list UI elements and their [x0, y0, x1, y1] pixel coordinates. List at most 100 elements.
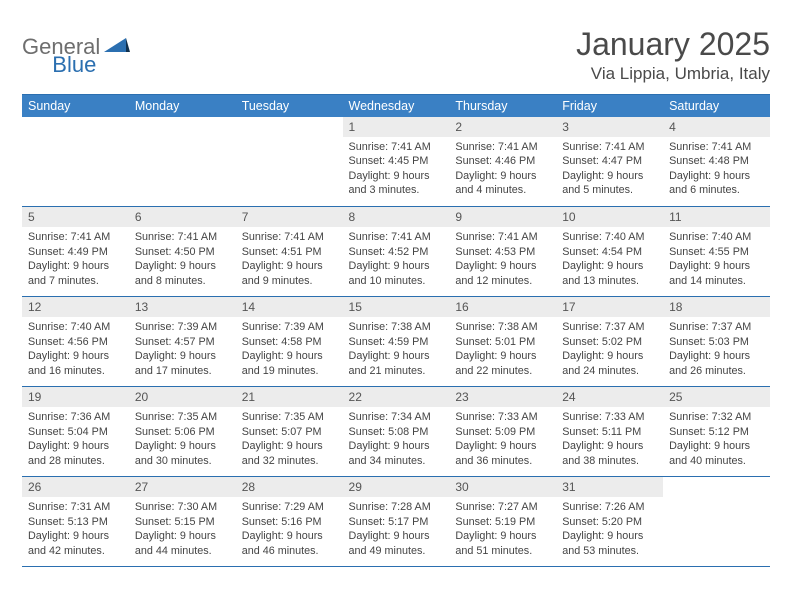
- calendar-day-cell: 30Sunrise: 7:27 AM Sunset: 5:19 PM Dayli…: [449, 477, 556, 567]
- calendar-week-row: 19Sunrise: 7:36 AM Sunset: 5:04 PM Dayli…: [22, 387, 770, 477]
- calendar-week-row: ...1Sunrise: 7:41 AM Sunset: 4:45 PM Day…: [22, 117, 770, 207]
- calendar-day-cell: 17Sunrise: 7:37 AM Sunset: 5:02 PM Dayli…: [556, 297, 663, 387]
- day-number: 24: [556, 387, 663, 407]
- day-number: 13: [129, 297, 236, 317]
- day-details: Sunrise: 7:33 AM Sunset: 5:09 PM Dayligh…: [449, 407, 556, 472]
- calendar-day-cell: 8Sunrise: 7:41 AM Sunset: 4:52 PM Daylig…: [343, 207, 450, 297]
- calendar-day-cell: 3Sunrise: 7:41 AM Sunset: 4:47 PM Daylig…: [556, 117, 663, 207]
- day-header: Wednesday: [343, 94, 450, 117]
- day-number: 10: [556, 207, 663, 227]
- calendar-day-cell: 10Sunrise: 7:40 AM Sunset: 4:54 PM Dayli…: [556, 207, 663, 297]
- day-number: 28: [236, 477, 343, 497]
- day-details: Sunrise: 7:33 AM Sunset: 5:11 PM Dayligh…: [556, 407, 663, 472]
- day-number: 3: [556, 117, 663, 137]
- day-number: 15: [343, 297, 450, 317]
- day-header: Tuesday: [236, 94, 343, 117]
- day-number: 18: [663, 297, 770, 317]
- calendar-day-cell: 4Sunrise: 7:41 AM Sunset: 4:48 PM Daylig…: [663, 117, 770, 207]
- calendar-week-row: 26Sunrise: 7:31 AM Sunset: 5:13 PM Dayli…: [22, 477, 770, 567]
- calendar-day-cell: 5Sunrise: 7:41 AM Sunset: 4:49 PM Daylig…: [22, 207, 129, 297]
- calendar-day-cell: .: [663, 477, 770, 567]
- calendar-day-cell: 6Sunrise: 7:41 AM Sunset: 4:50 PM Daylig…: [129, 207, 236, 297]
- calendar-week-row: 12Sunrise: 7:40 AM Sunset: 4:56 PM Dayli…: [22, 297, 770, 387]
- calendar-table: Sunday Monday Tuesday Wednesday Thursday…: [22, 94, 770, 568]
- day-number: 11: [663, 207, 770, 227]
- day-number: 21: [236, 387, 343, 407]
- day-details: Sunrise: 7:36 AM Sunset: 5:04 PM Dayligh…: [22, 407, 129, 472]
- day-number: 4: [663, 117, 770, 137]
- calendar-day-cell: 14Sunrise: 7:39 AM Sunset: 4:58 PM Dayli…: [236, 297, 343, 387]
- day-number: 6: [129, 207, 236, 227]
- title-block: January 2025 Via Lippia, Umbria, Italy: [576, 28, 770, 84]
- day-header: Monday: [129, 94, 236, 117]
- day-details: Sunrise: 7:41 AM Sunset: 4:46 PM Dayligh…: [449, 137, 556, 202]
- calendar-day-cell: 23Sunrise: 7:33 AM Sunset: 5:09 PM Dayli…: [449, 387, 556, 477]
- day-details: Sunrise: 7:41 AM Sunset: 4:47 PM Dayligh…: [556, 137, 663, 202]
- day-details: Sunrise: 7:41 AM Sunset: 4:51 PM Dayligh…: [236, 227, 343, 292]
- day-details: Sunrise: 7:41 AM Sunset: 4:50 PM Dayligh…: [129, 227, 236, 292]
- day-details: Sunrise: 7:27 AM Sunset: 5:19 PM Dayligh…: [449, 497, 556, 562]
- calendar-day-cell: .: [236, 117, 343, 207]
- header: General Blue January 2025 Via Lippia, Um…: [22, 28, 770, 84]
- calendar-day-cell: 24Sunrise: 7:33 AM Sunset: 5:11 PM Dayli…: [556, 387, 663, 477]
- day-number: 16: [449, 297, 556, 317]
- day-details: Sunrise: 7:39 AM Sunset: 4:57 PM Dayligh…: [129, 317, 236, 382]
- day-details: Sunrise: 7:28 AM Sunset: 5:17 PM Dayligh…: [343, 497, 450, 562]
- day-details: Sunrise: 7:32 AM Sunset: 5:12 PM Dayligh…: [663, 407, 770, 472]
- day-number: 12: [22, 297, 129, 317]
- day-details: Sunrise: 7:35 AM Sunset: 5:07 PM Dayligh…: [236, 407, 343, 472]
- calendar-day-cell: 18Sunrise: 7:37 AM Sunset: 5:03 PM Dayli…: [663, 297, 770, 387]
- day-number: 25: [663, 387, 770, 407]
- day-details: Sunrise: 7:38 AM Sunset: 4:59 PM Dayligh…: [343, 317, 450, 382]
- calendar-day-cell: 15Sunrise: 7:38 AM Sunset: 4:59 PM Dayli…: [343, 297, 450, 387]
- day-number: 22: [343, 387, 450, 407]
- calendar-day-cell: 28Sunrise: 7:29 AM Sunset: 5:16 PM Dayli…: [236, 477, 343, 567]
- calendar-day-cell: 1Sunrise: 7:41 AM Sunset: 4:45 PM Daylig…: [343, 117, 450, 207]
- calendar-week-row: 5Sunrise: 7:41 AM Sunset: 4:49 PM Daylig…: [22, 207, 770, 297]
- day-number: 27: [129, 477, 236, 497]
- day-details: Sunrise: 7:41 AM Sunset: 4:49 PM Dayligh…: [22, 227, 129, 292]
- calendar-day-cell: 11Sunrise: 7:40 AM Sunset: 4:55 PM Dayli…: [663, 207, 770, 297]
- calendar-day-cell: 22Sunrise: 7:34 AM Sunset: 5:08 PM Dayli…: [343, 387, 450, 477]
- day-details: Sunrise: 7:40 AM Sunset: 4:55 PM Dayligh…: [663, 227, 770, 292]
- calendar-day-cell: 21Sunrise: 7:35 AM Sunset: 5:07 PM Dayli…: [236, 387, 343, 477]
- calendar-day-cell: 27Sunrise: 7:30 AM Sunset: 5:15 PM Dayli…: [129, 477, 236, 567]
- calendar-day-cell: 13Sunrise: 7:39 AM Sunset: 4:57 PM Dayli…: [129, 297, 236, 387]
- day-number: 9: [449, 207, 556, 227]
- calendar-day-cell: 20Sunrise: 7:35 AM Sunset: 5:06 PM Dayli…: [129, 387, 236, 477]
- day-details: Sunrise: 7:37 AM Sunset: 5:02 PM Dayligh…: [556, 317, 663, 382]
- calendar-day-cell: 2Sunrise: 7:41 AM Sunset: 4:46 PM Daylig…: [449, 117, 556, 207]
- day-details: Sunrise: 7:41 AM Sunset: 4:53 PM Dayligh…: [449, 227, 556, 292]
- day-number: 1: [343, 117, 450, 137]
- day-details: Sunrise: 7:31 AM Sunset: 5:13 PM Dayligh…: [22, 497, 129, 562]
- day-number: 29: [343, 477, 450, 497]
- day-details: Sunrise: 7:41 AM Sunset: 4:48 PM Dayligh…: [663, 137, 770, 202]
- day-number: 2: [449, 117, 556, 137]
- calendar-day-cell: .: [129, 117, 236, 207]
- day-number: 23: [449, 387, 556, 407]
- calendar-day-cell: 19Sunrise: 7:36 AM Sunset: 5:04 PM Dayli…: [22, 387, 129, 477]
- calendar-day-cell: 29Sunrise: 7:28 AM Sunset: 5:17 PM Dayli…: [343, 477, 450, 567]
- calendar-day-cell: 9Sunrise: 7:41 AM Sunset: 4:53 PM Daylig…: [449, 207, 556, 297]
- calendar-day-cell: 16Sunrise: 7:38 AM Sunset: 5:01 PM Dayli…: [449, 297, 556, 387]
- day-number: 30: [449, 477, 556, 497]
- day-number: 8: [343, 207, 450, 227]
- day-header: Sunday: [22, 94, 129, 117]
- month-title: January 2025: [576, 28, 770, 62]
- calendar-day-cell: .: [22, 117, 129, 207]
- calendar-day-cell: 31Sunrise: 7:26 AM Sunset: 5:20 PM Dayli…: [556, 477, 663, 567]
- day-number: 20: [129, 387, 236, 407]
- day-header: Saturday: [663, 94, 770, 117]
- day-header: Friday: [556, 94, 663, 117]
- day-number: 7: [236, 207, 343, 227]
- calendar-day-cell: 7Sunrise: 7:41 AM Sunset: 4:51 PM Daylig…: [236, 207, 343, 297]
- day-header: Thursday: [449, 94, 556, 117]
- day-details: Sunrise: 7:29 AM Sunset: 5:16 PM Dayligh…: [236, 497, 343, 562]
- day-details: Sunrise: 7:34 AM Sunset: 5:08 PM Dayligh…: [343, 407, 450, 472]
- day-details: Sunrise: 7:35 AM Sunset: 5:06 PM Dayligh…: [129, 407, 236, 472]
- day-details: Sunrise: 7:40 AM Sunset: 4:56 PM Dayligh…: [22, 317, 129, 382]
- location-subtitle: Via Lippia, Umbria, Italy: [576, 64, 770, 84]
- day-details: Sunrise: 7:26 AM Sunset: 5:20 PM Dayligh…: [556, 497, 663, 562]
- calendar-day-cell: 12Sunrise: 7:40 AM Sunset: 4:56 PM Dayli…: [22, 297, 129, 387]
- brand-logo: General Blue: [22, 28, 178, 60]
